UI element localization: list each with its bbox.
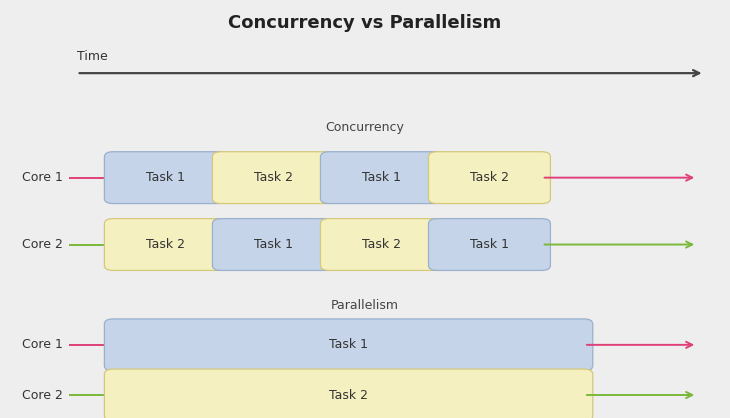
Text: Parallelism: Parallelism [331, 298, 399, 312]
FancyBboxPatch shape [320, 219, 442, 270]
Text: Task 2: Task 2 [254, 171, 293, 184]
Text: Time: Time [77, 50, 107, 63]
Text: Core 1: Core 1 [22, 171, 63, 184]
FancyBboxPatch shape [104, 152, 226, 204]
Text: Task 1: Task 1 [470, 238, 509, 251]
Text: Task 2: Task 2 [329, 388, 368, 402]
Text: Task 1: Task 1 [254, 238, 293, 251]
Text: Task 2: Task 2 [470, 171, 509, 184]
Text: Concurrency vs Parallelism: Concurrency vs Parallelism [228, 14, 502, 32]
Text: Core 2: Core 2 [22, 388, 63, 402]
FancyBboxPatch shape [320, 152, 442, 204]
Text: Core 1: Core 1 [22, 338, 63, 352]
FancyBboxPatch shape [429, 219, 550, 270]
Text: Task 1: Task 1 [362, 171, 401, 184]
Text: Task 2: Task 2 [146, 238, 185, 251]
FancyBboxPatch shape [212, 219, 334, 270]
FancyBboxPatch shape [429, 152, 550, 204]
FancyBboxPatch shape [104, 319, 593, 371]
Text: Task 1: Task 1 [329, 338, 368, 352]
Text: Core 2: Core 2 [22, 238, 63, 251]
FancyBboxPatch shape [212, 152, 334, 204]
FancyBboxPatch shape [104, 219, 226, 270]
Text: Task 1: Task 1 [146, 171, 185, 184]
Text: Task 2: Task 2 [362, 238, 401, 251]
Text: Concurrency: Concurrency [326, 121, 404, 134]
FancyBboxPatch shape [104, 369, 593, 418]
